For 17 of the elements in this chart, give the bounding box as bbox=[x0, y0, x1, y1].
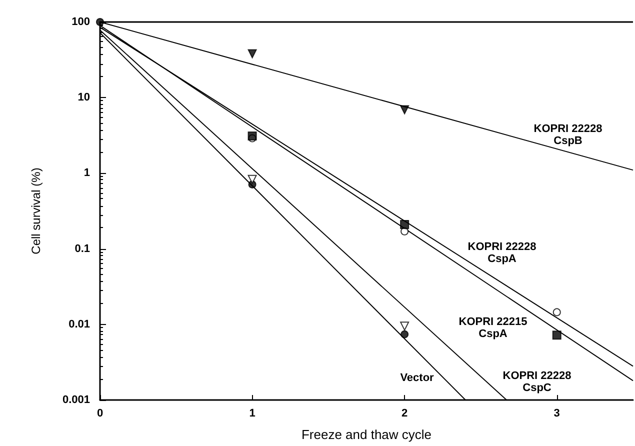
y-tick-label: 1 bbox=[84, 167, 90, 180]
y-tick-label: 100 bbox=[72, 16, 90, 28]
x-axis-title: Freeze and thaw cycle bbox=[301, 427, 432, 442]
x-tick-label: 3 bbox=[554, 408, 560, 420]
y-tick-label: 0.01 bbox=[68, 318, 90, 330]
annotation: KOPRI 22228 CspC bbox=[502, 370, 572, 394]
x-tick-label: 1 bbox=[249, 408, 256, 420]
annotation: Vector bbox=[400, 372, 435, 384]
x-tick-label: 0 bbox=[96, 408, 104, 420]
y-tick-label: 0.001 bbox=[62, 394, 90, 406]
y-tick-label: 0.1 bbox=[74, 242, 90, 255]
annotation: KOPRI 22215 CspA bbox=[458, 316, 528, 340]
annotation: KOPRI 22228 CspA bbox=[468, 241, 536, 265]
annotation: KOPRI 22228 CspB bbox=[534, 123, 602, 147]
y-axis-title: Cell survival (%) bbox=[29, 168, 43, 254]
y-tick-label: 10 bbox=[78, 92, 90, 104]
x-tick-label: 2 bbox=[402, 408, 408, 420]
